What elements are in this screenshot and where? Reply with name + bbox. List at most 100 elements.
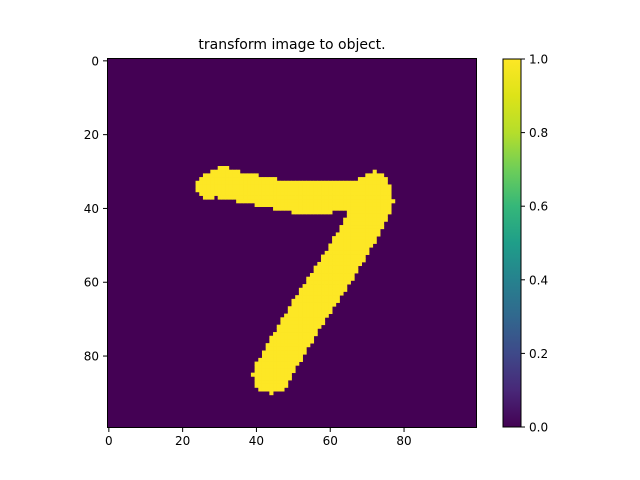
heatmap-cell [273, 191, 278, 196]
heatmap-cell [339, 258, 344, 263]
heatmap-cell [321, 184, 326, 189]
heatmap-cell [261, 199, 267, 204]
heatmap-cell [276, 324, 281, 329]
heatmap-cell [357, 191, 363, 196]
heatmap-cell [287, 354, 292, 359]
heatmap-cell [306, 343, 311, 348]
heatmap-cell [214, 184, 219, 189]
heatmap-cell [335, 250, 340, 255]
heatmap-cell [343, 243, 348, 248]
heatmap-cell [280, 354, 285, 359]
heatmap-cell [313, 320, 318, 326]
heatmap-cell [350, 188, 355, 193]
heatmap-cell [228, 177, 233, 182]
heatmap-cell [357, 210, 363, 215]
heatmap-cell [346, 254, 351, 259]
heatmap-cell [321, 195, 326, 200]
heatmap-cell [328, 306, 333, 311]
heatmap-cell [280, 328, 285, 333]
heatmap-cell [306, 195, 311, 200]
heatmap-cell [284, 383, 289, 388]
heatmap-cell [269, 335, 274, 340]
heatmap-cell [361, 195, 366, 200]
heatmap-cell [276, 350, 281, 355]
heatmap-cell [295, 295, 300, 300]
heatmap-cell [202, 173, 208, 178]
heatmap-cell [361, 191, 366, 196]
heatmap-cell [243, 173, 248, 178]
heatmap-cell [372, 210, 377, 215]
heatmap-cell [335, 188, 340, 193]
heatmap-cell [276, 387, 281, 392]
heatmap-cell [276, 188, 281, 193]
heatmap-cell [291, 309, 296, 315]
heatmap-cell [365, 232, 370, 237]
heatmap-cell [302, 199, 307, 204]
heatmap-cell [328, 269, 333, 274]
heatmap-cell [306, 184, 311, 189]
heatmap-cell [295, 313, 300, 318]
heatmap-cell [357, 254, 363, 259]
heatmap-cell [298, 343, 303, 348]
heatmap-cell [228, 173, 233, 178]
heatmap-cell [265, 202, 270, 207]
heatmap-cell [357, 217, 363, 222]
heatmap-cell [284, 328, 289, 333]
heatmap-cell [295, 343, 300, 348]
heatmap-cell [328, 206, 333, 211]
heatmap-cell [343, 232, 348, 237]
heatmap-cell [243, 177, 248, 182]
heatmap-cell [276, 383, 281, 388]
heatmap-cell [295, 302, 300, 307]
heatmap-cell [343, 217, 348, 222]
heatmap-cell [295, 357, 300, 362]
heatmap-cell [291, 191, 296, 196]
heatmap-cell [261, 195, 267, 200]
heatmap-cell [295, 199, 300, 204]
heatmap-cell [324, 254, 329, 259]
heatmap-cell [302, 295, 307, 300]
heatmap-cell [376, 184, 381, 189]
heatmap-cell [269, 361, 274, 366]
heatmap-cell [343, 191, 348, 196]
heatmap-cell [269, 184, 274, 189]
heatmap-cell [232, 191, 237, 196]
heatmap-cell [350, 236, 355, 241]
heatmap-cell [287, 350, 292, 355]
heatmap-cell [217, 191, 222, 196]
heatmap-cell [346, 236, 351, 241]
heatmap-cell [258, 195, 263, 200]
heatmap-cell [269, 202, 274, 207]
heatmap-cell [284, 320, 289, 326]
heatmap-cell [368, 243, 374, 248]
heatmap-cell [273, 332, 278, 337]
heatmap-cell [280, 350, 285, 355]
heatmap-cell [346, 180, 351, 185]
heatmap-cell [328, 265, 333, 270]
heatmap-cell [195, 180, 200, 185]
heatmap-cell [328, 291, 333, 296]
heatmap-cell [339, 225, 344, 230]
heatmap-cell [265, 346, 270, 351]
heatmap-cell [332, 287, 337, 292]
heatmap-cell [376, 217, 381, 222]
heatmap-cell [291, 317, 296, 322]
heatmap-cell [284, 339, 289, 344]
heatmap-cell [313, 280, 318, 285]
heatmap-cell [269, 357, 274, 362]
heatmap-cell [276, 380, 281, 385]
heatmap-cell [254, 372, 259, 377]
heatmap-cell [350, 250, 355, 255]
heatmap-cell [217, 195, 222, 200]
heatmap-cell [335, 280, 340, 285]
heatmap-cell [284, 368, 289, 374]
heatmap-cell [343, 254, 348, 259]
heatmap-cell [247, 177, 252, 182]
heatmap-cell [350, 180, 355, 185]
heatmap-cell [261, 357, 267, 362]
heatmap-cell [321, 202, 326, 207]
heatmap-cell [273, 184, 278, 189]
heatmap-cell [206, 191, 211, 196]
heatmap-cell [368, 217, 374, 222]
heatmap-cell [265, 177, 270, 182]
